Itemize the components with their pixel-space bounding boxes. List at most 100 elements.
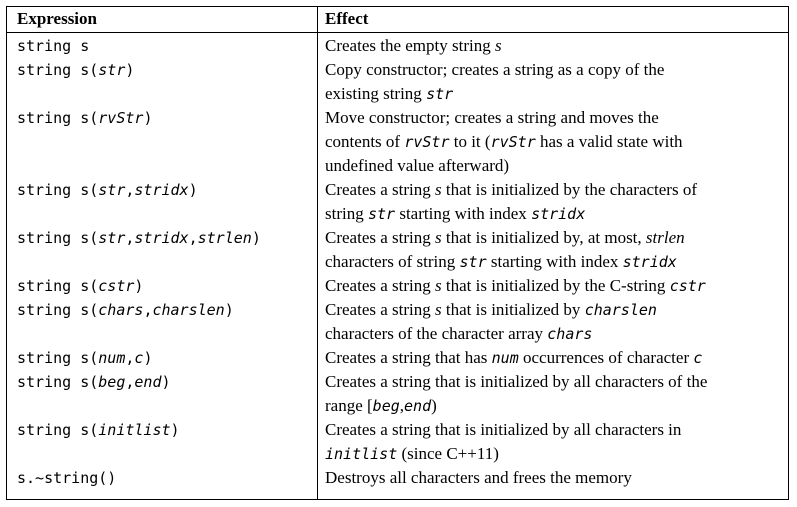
expression-fragment: string s( <box>17 349 99 367</box>
effect-cell: Creates a string that has num occurrence… <box>325 346 785 370</box>
expression-cell: string s(rvStr) <box>17 106 152 130</box>
header-expression: Expression <box>17 9 97 28</box>
expression-fragment: ) <box>125 61 135 79</box>
expression-fragment: , <box>125 181 135 199</box>
expression-fragment: chars <box>98 301 144 319</box>
effect-fragment: range [ <box>325 396 373 415</box>
effect-fragment: Creates the empty string <box>325 36 495 55</box>
effect-fragment: str <box>426 85 454 103</box>
effect-cell: Copy constructor; creates a string as a … <box>325 58 785 106</box>
expression-fragment: rvStr <box>98 109 144 127</box>
effect-line: contents of rvStr to it (rvStr has a val… <box>325 130 785 154</box>
effect-fragment: str <box>459 253 487 271</box>
effect-line: Destroys all characters and frees the me… <box>325 466 785 490</box>
expression-fragment: str <box>98 61 126 79</box>
expression-cell: s.~string() <box>17 466 116 490</box>
effect-fragment: undefined value afterward) <box>325 156 510 175</box>
expression-fragment: string s( <box>17 229 99 247</box>
effect-fragment: that is initialized by <box>441 300 585 319</box>
expression-fragment: ) <box>188 181 198 199</box>
expression-cell: string s(str) <box>17 58 134 82</box>
expression-fragment: initlist <box>98 421 171 439</box>
expression-fragment: charslen <box>152 301 225 319</box>
expression-fragment: string s( <box>17 109 99 127</box>
effect-line: undefined value afterward) <box>325 154 785 178</box>
expression-fragment: string s( <box>17 421 99 439</box>
expression-fragment: end <box>134 373 162 391</box>
effect-fragment: charslen <box>584 301 657 319</box>
effect-cell: Destroys all characters and frees the me… <box>325 466 785 490</box>
expression-fragment: , <box>125 373 135 391</box>
effect-line: Creates a string that has num occurrence… <box>325 346 785 370</box>
effect-fragment: characters of the character array <box>325 324 548 343</box>
effect-line: Copy constructor; creates a string as a … <box>325 58 785 82</box>
effect-fragment: stridx <box>531 205 586 223</box>
effect-line: characters of the character array chars <box>325 322 785 346</box>
expression-fragment: string s( <box>17 181 99 199</box>
effect-fragment: str <box>367 205 396 223</box>
expression-fragment: num <box>98 349 126 367</box>
expression-fragment: ) <box>161 373 171 391</box>
effect-fragment: end <box>404 397 432 415</box>
effect-fragment: chars <box>547 325 593 343</box>
column-divider <box>317 7 318 499</box>
effect-line: Creates a string s that is initialized b… <box>325 298 785 322</box>
effect-cell: Move constructor; creates a string and m… <box>325 106 785 178</box>
effect-fragment: Creates a string that is initialized by … <box>325 420 682 439</box>
expression-cell: string s(beg,end) <box>17 370 171 394</box>
effect-fragment: characters of string <box>325 252 460 271</box>
expression-fragment: , <box>143 301 153 319</box>
effect-line: initlist (since C++11) <box>325 442 785 466</box>
effect-line: Creates the empty string s <box>325 34 785 58</box>
effect-cell: Creates a string that is initialized by … <box>325 370 785 418</box>
expression-cell: string s(cstr) <box>17 274 143 298</box>
expression-fragment: stridx <box>134 229 189 247</box>
effect-fragment: strlen <box>645 228 685 247</box>
expression-fragment: ) <box>170 421 180 439</box>
effect-line: string str starting with index stridx <box>325 202 785 226</box>
effect-fragment: Creates a string <box>325 228 435 247</box>
expression-cell: string s(initlist) <box>17 418 180 442</box>
expression-fragment: c <box>134 349 144 367</box>
expression-cell: string s(num,c) <box>17 346 152 370</box>
effect-fragment: s <box>435 276 442 295</box>
expression-fragment: ) <box>251 229 261 247</box>
effect-fragment: starting with index <box>395 204 532 223</box>
expression-fragment: string s( <box>17 373 99 391</box>
effect-fragment: Creates a string <box>325 300 435 319</box>
effect-fragment: rvStr <box>404 133 450 151</box>
effect-cell: Creates a string s that is initialized b… <box>325 274 785 298</box>
effect-fragment: Creates a string that has <box>325 348 492 367</box>
expression-fragment: stridx <box>134 181 189 199</box>
expression-fragment: strlen <box>197 229 252 247</box>
expression-fragment: , <box>125 229 135 247</box>
effect-fragment: ) <box>431 396 437 415</box>
header-effect: Effect <box>325 9 369 28</box>
expression-fragment: str <box>98 181 126 199</box>
effect-fragment: that is initialized by the C-string <box>441 276 670 295</box>
effect-fragment: beg <box>372 397 400 415</box>
effect-fragment: contents of <box>325 132 405 151</box>
header-divider <box>7 32 788 33</box>
effect-fragment: that is initialized by the characters of <box>441 180 697 199</box>
effect-fragment: cstr <box>669 277 706 295</box>
constructor-table: Expression Effect string s Creates the em… <box>6 6 789 500</box>
effect-fragment: c <box>693 349 703 367</box>
expression-fragment: , <box>188 229 198 247</box>
effect-fragment: that is initialized by, at most, <box>441 228 646 247</box>
effect-fragment: s <box>435 228 442 247</box>
effect-fragment: s <box>494 36 502 55</box>
effect-fragment: Creates a string <box>325 180 435 199</box>
effect-fragment: , <box>399 396 405 415</box>
effect-fragment: Creates a string <box>325 276 435 295</box>
expression-fragment: string s <box>17 37 90 55</box>
effect-fragment: Creates a string that is initialized by … <box>325 372 708 391</box>
expression-fragment: ) <box>134 277 144 295</box>
effect-fragment: existing string <box>325 84 427 103</box>
effect-cell: Creates the empty string s <box>325 34 785 58</box>
effect-fragment: stridx <box>622 253 677 271</box>
effect-cell: Creates a string s that is initialized b… <box>325 178 785 226</box>
effect-line: existing string str <box>325 82 785 106</box>
effect-fragment: s <box>435 300 442 319</box>
effect-fragment: occurrences of character <box>518 348 694 367</box>
